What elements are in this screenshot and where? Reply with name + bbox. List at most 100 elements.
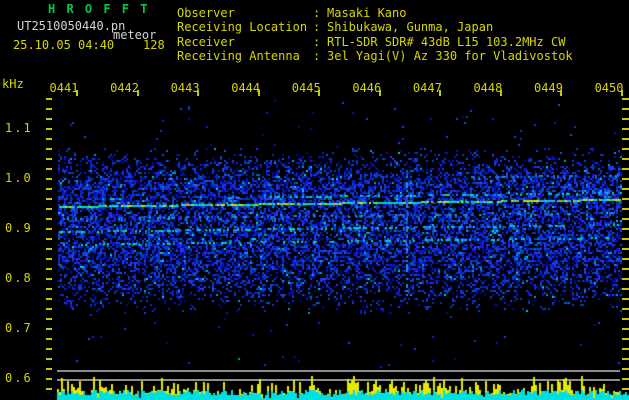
minor-tick [46,258,52,260]
info-row-separator: : [313,20,328,35]
minor-tick [46,128,52,130]
minor-tick [622,368,629,370]
x-tick-label: 0448 [473,81,503,95]
minor-tick [622,188,629,190]
x-tick-label: 0445 [291,81,321,95]
minor-tick [46,328,52,330]
datetime-label: 25.10.05 04:40 [13,38,115,52]
minor-tick [46,388,52,390]
minor-tick [622,378,629,380]
y-axis-unit-label: kHz [2,77,24,91]
x-tick-label: 0443 [170,81,200,95]
minor-tick [46,378,52,380]
minor-tick [622,128,629,130]
minute-tick [76,90,78,96]
minute-tick [378,90,381,96]
y-tick-label: 1.1 [5,121,33,135]
minor-tick [622,178,629,180]
y-tick-label: 0.7 [5,321,33,335]
minor-tick [46,318,52,320]
minor-tick [622,348,629,350]
minute-tick [197,90,200,96]
minor-tick [622,278,629,280]
x-tick-label: 0447 [412,81,442,95]
info-row-value: 3el Yagi(V) Az 330 for Vladivostok [327,48,573,63]
minor-tick [622,168,629,170]
minor-tick [622,318,629,320]
minor-tick [622,108,629,110]
station-label: meteor [113,28,157,42]
info-row-label: Observer [177,6,235,20]
minor-tick [46,228,52,230]
minor-tick [622,338,629,340]
minor-tick [46,308,52,310]
minute-tick [257,90,260,96]
minor-tick [46,278,52,280]
y-tick-label: 1.0 [5,171,33,185]
info-row-value: RTL-SDR SDR# 43dB L15 103.2MHz CW [327,34,566,49]
minor-tick [46,168,52,170]
minor-tick [622,148,629,150]
minor-tick [46,348,52,350]
y-tick-label: 0.6 [5,371,33,385]
minor-tick [622,138,629,140]
minute-tick [439,90,442,96]
minor-tick [622,248,629,250]
x-tick-label: 0442 [110,81,139,95]
minor-tick [46,98,52,100]
minor-tick [622,328,629,330]
info-row-label: Receiver [177,34,235,49]
minor-tick [46,288,52,290]
info-row-value: Shibukawa, Gunma, Japan [327,20,494,35]
info-row-label: Receiving Antenna [177,48,300,63]
minor-tick [622,288,629,290]
info-row-separator: : [313,6,328,20]
x-tick-label: 0449 [534,81,563,95]
info-row-label: Receiving Location [177,20,308,35]
minor-tick [46,138,52,140]
minor-tick [46,178,52,180]
minor-tick [622,118,629,120]
minute-tick [318,90,321,96]
minor-tick [46,248,52,250]
minute-tick [136,90,139,96]
minor-tick [622,228,629,230]
filename-label: UT2510050440.pn [17,19,126,33]
minor-tick [622,198,629,200]
minor-tick [46,198,52,200]
minor-tick [622,158,629,160]
x-tick-label: 0446 [352,81,382,95]
minor-tick [46,148,52,150]
app-title: H R O F F T [48,2,150,16]
y-tick-label: 0.9 [5,221,33,235]
counter-label: 128 [143,38,165,52]
info-row-value: Masaki Kano [327,6,407,20]
minor-tick [622,308,629,310]
minute-tick [560,90,563,96]
minor-tick [622,388,629,390]
minor-tick [46,338,52,340]
x-tick-label: 0450 [594,81,624,95]
minor-tick [46,158,52,160]
minor-tick [46,188,52,190]
minor-tick [46,358,52,360]
y-tick-label: 0.8 [5,271,33,285]
minor-tick [622,208,629,210]
minor-tick [622,98,629,100]
x-tick-label: 0444 [231,81,261,95]
info-row-separator: : [313,48,328,63]
minor-tick [622,298,629,300]
minor-tick [622,358,629,360]
minor-tick [46,298,52,300]
minor-tick [46,238,52,240]
x-tick-label: 0441 [49,81,79,95]
minor-tick [622,258,629,260]
minor-tick [46,268,52,270]
minor-tick [622,268,629,270]
minor-tick [46,108,52,110]
minor-tick [46,368,52,370]
minute-tick [499,90,502,96]
minor-tick [46,218,52,220]
